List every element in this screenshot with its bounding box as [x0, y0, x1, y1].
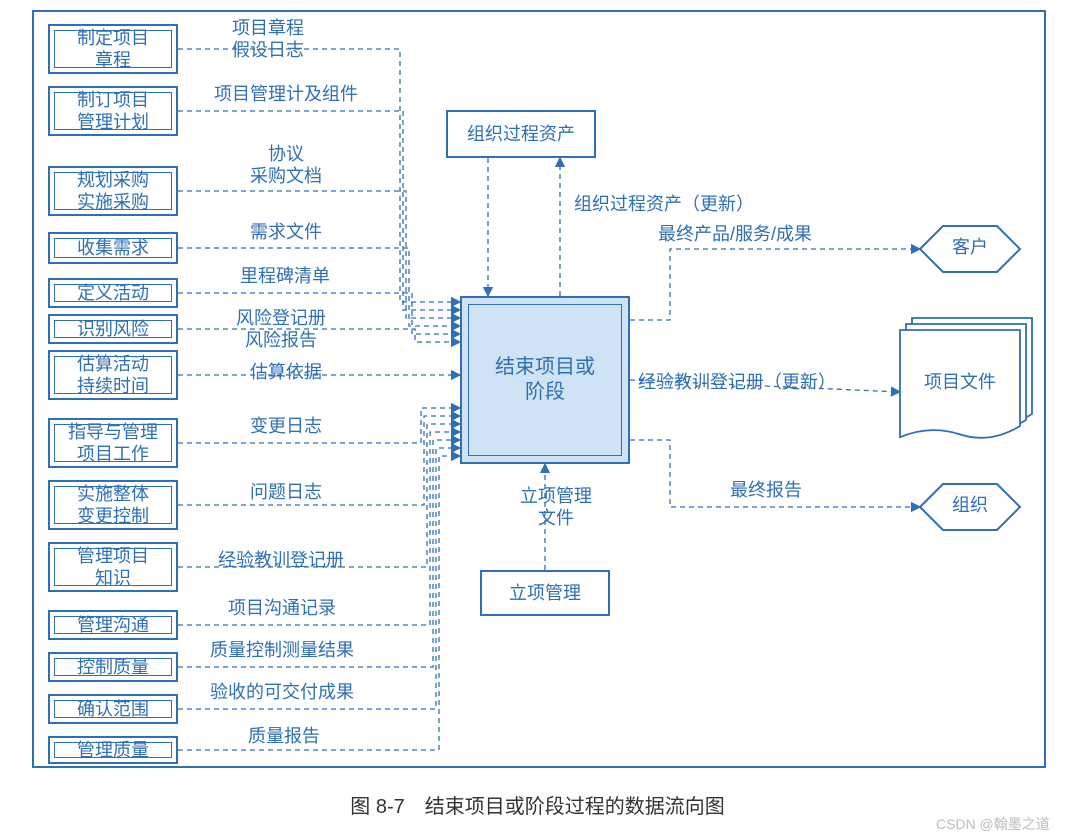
- left-process-0: 制定项目 章程: [48, 24, 178, 74]
- left-edge-label-2: 协议 采购文档: [250, 144, 322, 187]
- left-edge-label-3: 需求文件: [250, 222, 322, 244]
- left-edge-label-4: 里程碑清单: [240, 266, 330, 288]
- left-process-7: 指导与管理 项目工作: [48, 418, 178, 468]
- left-edge-label-9: 经验教训登记册: [218, 550, 344, 572]
- top-update-label: 组织过程资产（更新）: [574, 194, 754, 216]
- left-process-11: 控制质量: [48, 652, 178, 682]
- left-process-8: 实施整体 变更控制: [48, 480, 178, 530]
- bottom-initiation-box: 立项管理: [480, 570, 610, 616]
- left-edge-label-10: 项目沟通记录: [228, 598, 336, 620]
- left-process-1: 制订项目 管理计划: [48, 86, 178, 136]
- left-process-3: 收集需求: [48, 232, 178, 264]
- left-edge-label-13: 质量报告: [248, 726, 320, 748]
- left-edge-label-5: 风险登记册 风险报告: [236, 308, 326, 351]
- center-process: 结束项目或 阶段: [460, 296, 630, 464]
- left-process-5: 识别风险: [48, 314, 178, 344]
- edge-label-customer: 最终产品/服务/成果: [658, 224, 812, 246]
- watermark: CSDN @翰墨之道: [936, 814, 1050, 834]
- customer-hex: 客户: [920, 237, 1020, 259]
- top-asset-box: 组织过程资产: [446, 110, 596, 158]
- left-process-4: 定义活动: [48, 278, 178, 308]
- edge-label-docs: 经验教训登记册（更新）: [638, 372, 836, 394]
- edge-label-org: 最终报告: [730, 480, 802, 502]
- left-process-10: 管理沟通: [48, 610, 178, 640]
- left-process-9: 管理项目 知识: [48, 542, 178, 592]
- left-edge-label-7: 变更日志: [250, 416, 322, 438]
- figure-caption: 图 8-7 结束项目或阶段过程的数据流向图: [0, 790, 1075, 819]
- bottom-up-label: 立项管理 文件: [520, 486, 592, 529]
- org-hex: 组织: [920, 495, 1020, 517]
- left-edge-label-1: 项目管理计及组件: [214, 84, 358, 106]
- left-process-6: 估算活动 持续时间: [48, 350, 178, 400]
- left-process-2: 规划采购 实施采购: [48, 166, 178, 216]
- left-edge-label-8: 问题日志: [250, 482, 322, 504]
- left-edge-label-11: 质量控制测量结果: [210, 640, 354, 662]
- left-process-12: 确认范围: [48, 694, 178, 724]
- left-process-13: 管理质量: [48, 736, 178, 764]
- left-edge-label-12: 验收的可交付成果: [210, 682, 354, 704]
- project-docs-stack: 项目文件: [900, 372, 1020, 394]
- left-edge-label-0: 项目章程 假设日志: [232, 18, 304, 61]
- left-edge-label-6: 估算依据: [250, 362, 322, 384]
